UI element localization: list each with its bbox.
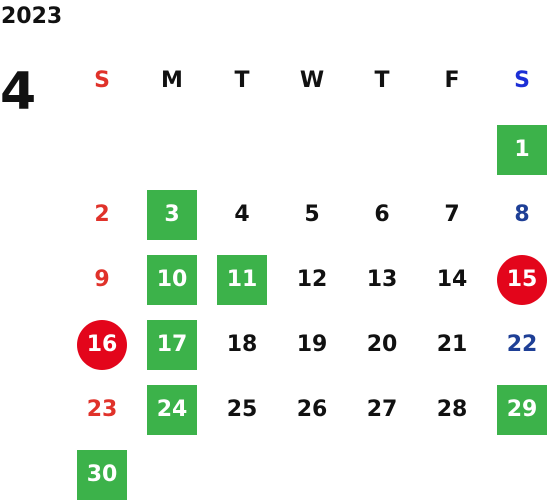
calendar-day-2: 2 bbox=[94, 202, 110, 227]
weekday-friday: F bbox=[444, 68, 460, 93]
calendar-day-1: 1 bbox=[497, 125, 547, 175]
calendar-day-8: 8 bbox=[514, 202, 530, 227]
calendar-day-10: 10 bbox=[147, 255, 197, 305]
calendar-day-28: 28 bbox=[436, 397, 468, 422]
calendar-day-15: 15 bbox=[497, 255, 547, 305]
calendar-day-6: 6 bbox=[374, 202, 390, 227]
calendar-day-14: 14 bbox=[436, 267, 468, 292]
calendar-day-20: 20 bbox=[366, 332, 398, 357]
calendar-day-30: 30 bbox=[77, 450, 127, 500]
calendar-day-19: 19 bbox=[296, 332, 328, 357]
calendar-day-27: 27 bbox=[366, 397, 398, 422]
weekday-saturday: S bbox=[514, 68, 530, 93]
calendar-day-18: 18 bbox=[226, 332, 258, 357]
calendar-day-12: 12 bbox=[296, 267, 328, 292]
calendar-day-9: 9 bbox=[94, 267, 110, 292]
calendar-day-7: 7 bbox=[444, 202, 460, 227]
calendar-day-5: 5 bbox=[304, 202, 320, 227]
calendar-day-13: 13 bbox=[366, 267, 398, 292]
weekday-tuesday: T bbox=[234, 68, 250, 93]
calendar-day-17: 17 bbox=[147, 320, 197, 370]
calendar-day-3: 3 bbox=[147, 190, 197, 240]
calendar-day-22: 22 bbox=[506, 332, 538, 357]
calendar-day-24: 24 bbox=[147, 385, 197, 435]
year-label: 2023 bbox=[1, 4, 63, 29]
calendar-day-21: 21 bbox=[436, 332, 468, 357]
calendar-day-29: 29 bbox=[497, 385, 547, 435]
weekday-monday: M bbox=[161, 68, 183, 93]
calendar-day-23: 23 bbox=[86, 397, 118, 422]
weekday-thursday: T bbox=[374, 68, 390, 93]
weekday-sunday: S bbox=[94, 68, 110, 93]
calendar-day-11: 11 bbox=[217, 255, 267, 305]
calendar-day-16: 16 bbox=[77, 320, 127, 370]
calendar-day-4: 4 bbox=[234, 202, 250, 227]
weekday-wednesday: W bbox=[299, 68, 325, 93]
calendar-day-25: 25 bbox=[226, 397, 258, 422]
month-number: 4 bbox=[0, 62, 37, 122]
calendar-day-26: 26 bbox=[296, 397, 328, 422]
